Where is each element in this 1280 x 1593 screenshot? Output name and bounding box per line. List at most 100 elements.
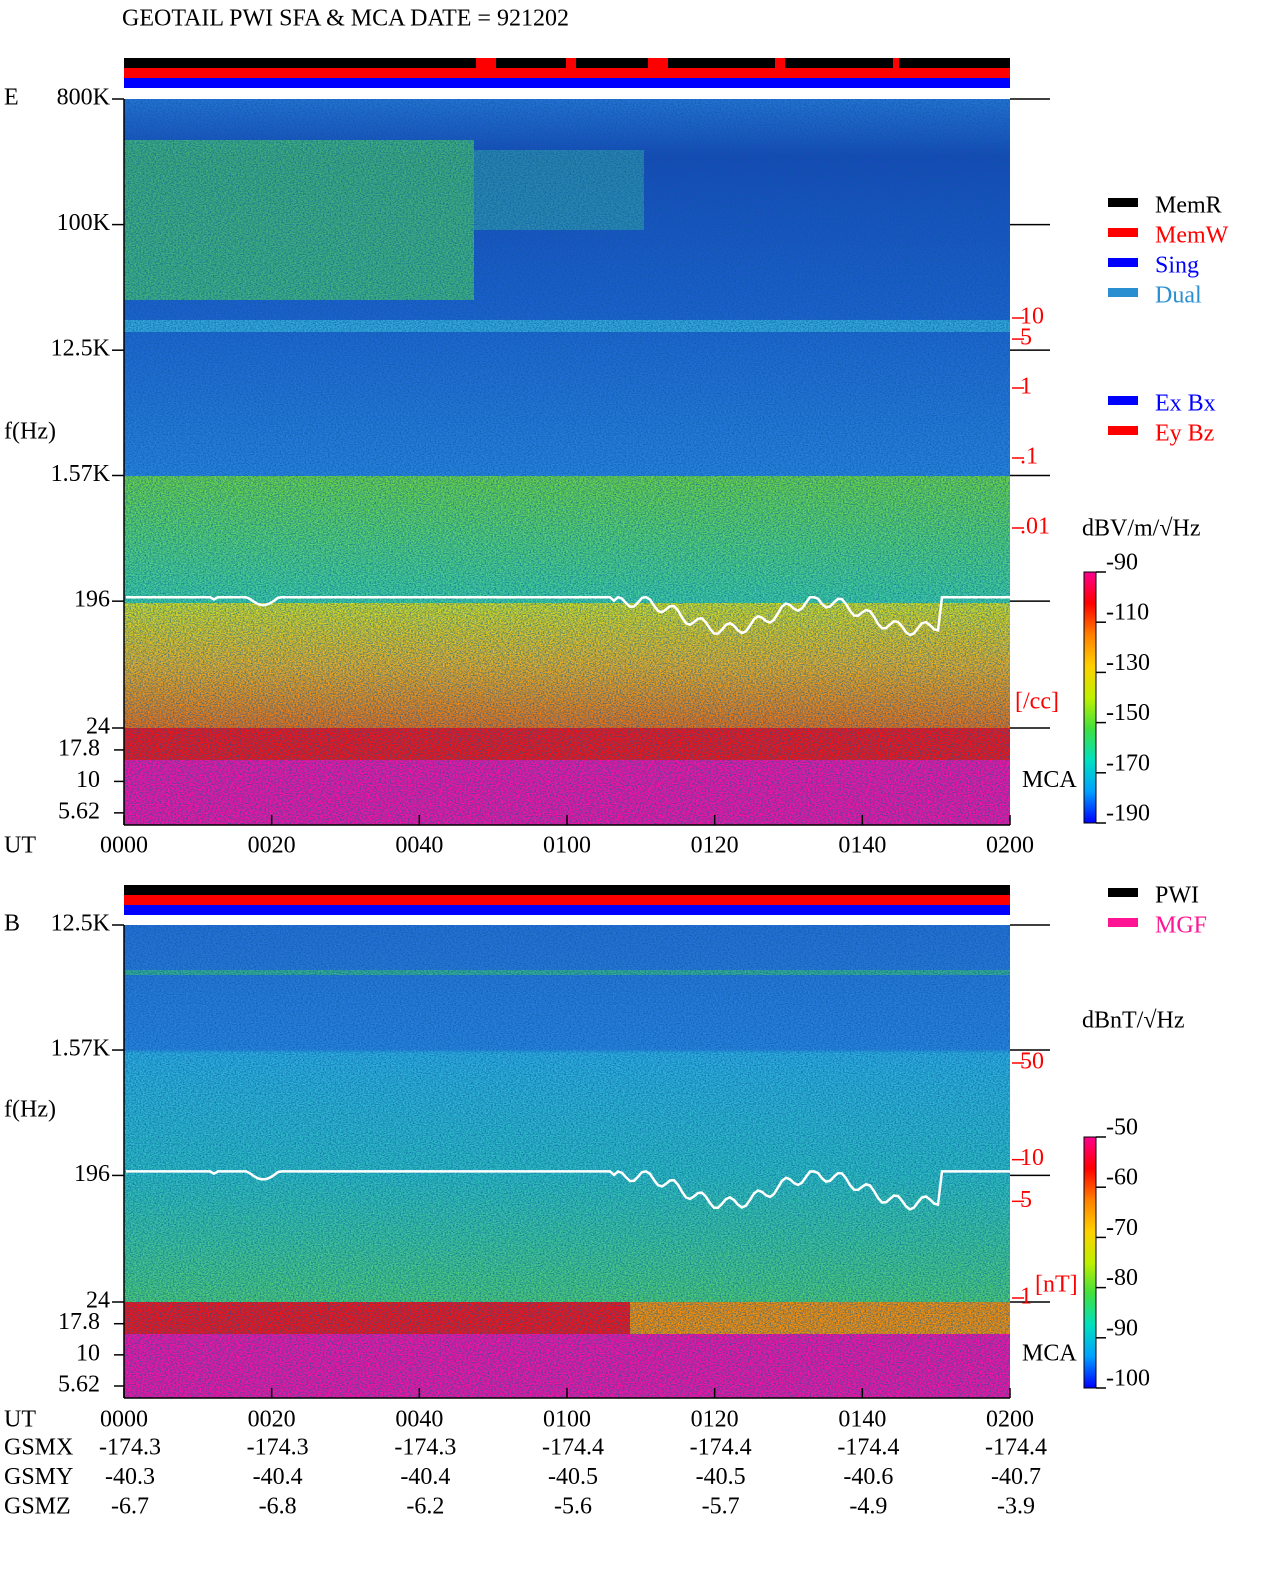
colorbar-tick-label: -100 xyxy=(1106,1366,1150,1392)
orbit-value: -3.9 xyxy=(997,1494,1035,1520)
colorbar-tick-label: -70 xyxy=(1106,1215,1138,1241)
legend-label: Ey Bz xyxy=(1155,421,1214,447)
y-tick-label: 196 xyxy=(74,1161,110,1187)
status-blip xyxy=(893,58,899,68)
mca-tick-label: 5.62 xyxy=(58,798,100,824)
legend-swatch xyxy=(1108,228,1138,237)
legend-label: MemW xyxy=(1155,223,1229,249)
mca-tick-label: 17.8 xyxy=(58,735,100,761)
mca-label: MCA xyxy=(1022,1340,1077,1366)
colorbar-tick-label: -90 xyxy=(1106,1315,1138,1341)
y2-tick-label: 1 xyxy=(1020,374,1032,400)
legend-swatch xyxy=(1108,426,1138,435)
orbit-value: -174.3 xyxy=(394,1435,456,1461)
mca-tick-label: 10 xyxy=(76,767,100,793)
status-blip xyxy=(648,58,668,68)
colorbar-tick-label: -130 xyxy=(1106,650,1150,676)
y2-axis-label: [/cc] xyxy=(1015,689,1059,715)
panel-label: E xyxy=(4,85,19,111)
title: GEOTAIL PWI SFA & MCA DATE = 921202 xyxy=(122,6,569,32)
y2-tick-label: 10 xyxy=(1020,1145,1044,1171)
orbit-value: -40.5 xyxy=(696,1464,746,1490)
y-tick-label: 1.57K xyxy=(51,461,111,487)
colorbar-label: dBV/m/√Hz xyxy=(1082,516,1201,542)
x-tick-label: 0200 xyxy=(986,833,1034,859)
colorbar-tick-label: -80 xyxy=(1106,1265,1138,1291)
orbit-value: -40.5 xyxy=(548,1464,598,1490)
colorbar-tick-label: -90 xyxy=(1106,550,1138,576)
x-tick-label: 0000 xyxy=(100,1407,148,1433)
colorbar-label: dBnT/√Hz xyxy=(1082,1008,1185,1034)
orbit-value: -4.9 xyxy=(849,1494,887,1520)
colorbar-tick-label: -190 xyxy=(1106,801,1150,827)
y-tick-label: 24 xyxy=(86,714,110,740)
x-tick-label: 0120 xyxy=(691,833,739,859)
status-bar xyxy=(124,895,1010,905)
orbit-value: -40.4 xyxy=(400,1464,450,1490)
y2-axis-label: [nT] xyxy=(1035,1272,1078,1298)
orbit-value: -174.4 xyxy=(837,1435,899,1461)
x-tick-label: 0140 xyxy=(838,833,886,859)
legend-swatch xyxy=(1108,396,1138,405)
status-blip xyxy=(566,58,576,68)
x-tick-label: 0200 xyxy=(986,1407,1034,1433)
mca-tick-label: 5.62 xyxy=(58,1371,100,1397)
legend-label: Sing xyxy=(1155,253,1199,279)
y-tick-label: 1.57K xyxy=(51,1036,111,1062)
x-tick-label: 0140 xyxy=(838,1407,886,1433)
y2-tick-label: .01 xyxy=(1020,514,1050,540)
orbit-value: -5.7 xyxy=(702,1494,740,1520)
legend-label: Dual xyxy=(1155,283,1202,309)
y2-tick-label: 50 xyxy=(1020,1049,1044,1075)
orbit-value: -174.3 xyxy=(247,1435,309,1461)
legend-label: MGF xyxy=(1155,913,1207,939)
orbit-value: -40.6 xyxy=(843,1464,893,1490)
colorbar-tick-label: -170 xyxy=(1106,750,1150,776)
legend-swatch xyxy=(1108,198,1138,207)
y-tick-label: 100K xyxy=(57,210,111,236)
colorbar-tick-label: -110 xyxy=(1106,600,1149,626)
legend-label: PWI xyxy=(1155,883,1199,909)
orbit-label: GSMX xyxy=(4,1435,73,1461)
plasma-line xyxy=(126,1170,1010,1211)
y2-tick-label: .1 xyxy=(1020,444,1038,470)
colorbar xyxy=(1083,571,1097,824)
orbit-value: -40.3 xyxy=(105,1464,155,1490)
legend-swatch xyxy=(1108,258,1138,267)
orbit-value: -40.4 xyxy=(253,1464,303,1490)
orbit-value: -5.6 xyxy=(554,1494,592,1520)
colorbar-tick-label: -50 xyxy=(1106,1115,1138,1141)
status-bar xyxy=(124,905,1010,915)
mca-tick-label: 10 xyxy=(76,1340,100,1366)
y-tick-label: 12.5K xyxy=(51,911,111,937)
y-axis-label: f(Hz) xyxy=(4,419,56,445)
status-blip xyxy=(476,58,496,68)
status-blip xyxy=(775,58,785,68)
legend-swatch xyxy=(1108,918,1138,927)
orbit-value: -40.7 xyxy=(991,1464,1041,1490)
mca-label: MCA xyxy=(1022,767,1077,793)
status-bar xyxy=(124,68,1010,78)
orbit-value: -6.2 xyxy=(406,1494,444,1520)
legend-label: MemR xyxy=(1155,193,1222,219)
orbit-value: -174.4 xyxy=(985,1435,1047,1461)
y-axis-label: f(Hz) xyxy=(4,1097,56,1123)
y-tick-label: 800K xyxy=(57,85,111,111)
x-tick-label: 0020 xyxy=(248,833,296,859)
y2-tick-label: 5 xyxy=(1020,1187,1032,1213)
y2-tick-label: 5 xyxy=(1020,325,1032,351)
x-axis-label: UT xyxy=(4,1407,36,1433)
x-tick-label: 0120 xyxy=(691,1407,739,1433)
texture xyxy=(124,925,1010,1398)
x-axis-label: UT xyxy=(4,833,36,859)
x-tick-label: 0000 xyxy=(100,833,148,859)
status-bar xyxy=(124,78,1010,88)
mca-tick-label: 17.8 xyxy=(58,1309,100,1335)
texture xyxy=(124,99,1010,825)
orbit-value: -174.4 xyxy=(690,1435,752,1461)
orbit-value: -6.7 xyxy=(111,1494,149,1520)
legend-swatch xyxy=(1108,888,1138,897)
x-tick-label: 0100 xyxy=(543,833,591,859)
legend-label: Ex Bx xyxy=(1155,391,1216,417)
